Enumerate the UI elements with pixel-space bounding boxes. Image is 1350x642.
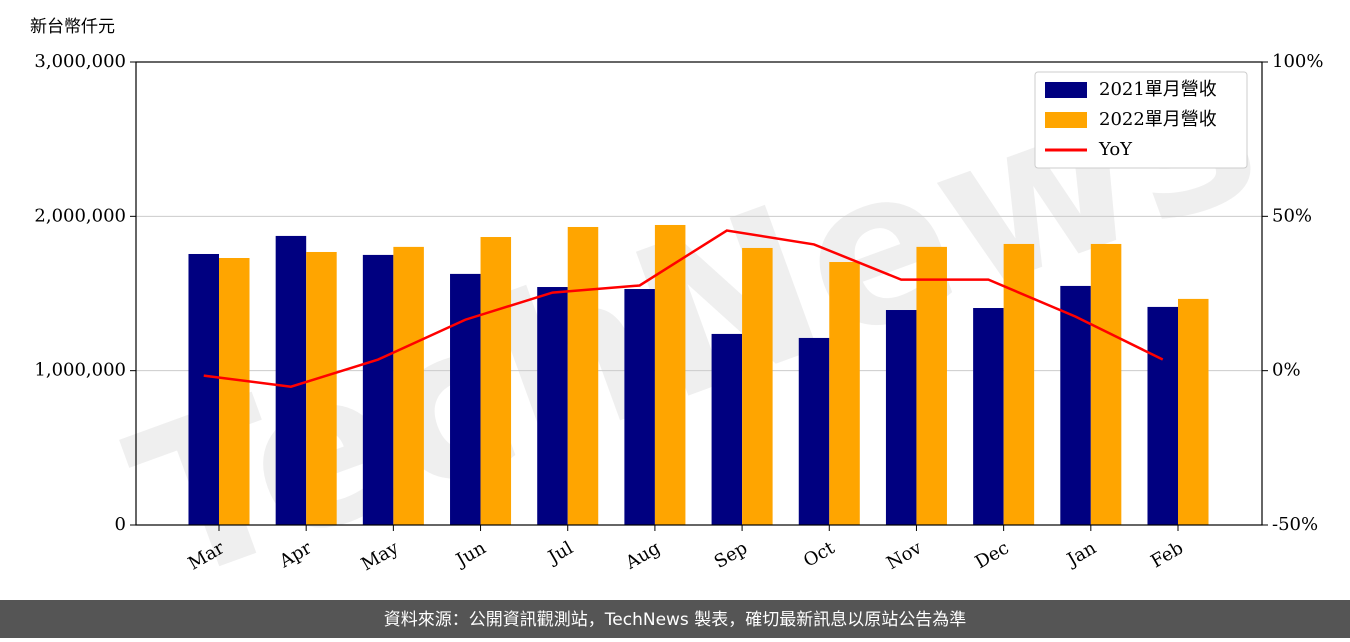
- y-tick-label: 3,000,000: [34, 51, 126, 72]
- bar: [916, 246, 947, 525]
- x-tick-label: Feb: [1147, 537, 1187, 572]
- bar: [885, 310, 917, 525]
- bar: [306, 251, 337, 526]
- y-tick-label: 0: [115, 514, 126, 535]
- y-axis-label: 新台幣仟元: [30, 17, 115, 37]
- bar: [624, 289, 655, 525]
- x-tick-label: Aug: [621, 537, 664, 574]
- legend-label: YoY: [1098, 139, 1133, 160]
- bar: [654, 224, 686, 525]
- bar: [275, 235, 307, 526]
- footer-band: [0, 600, 1350, 638]
- yoy-line: [203, 229, 1164, 388]
- y2-tick-label: 100%: [1272, 51, 1323, 72]
- x-tick-label: Sep: [711, 537, 751, 572]
- bar: [742, 247, 773, 525]
- bar: [798, 337, 830, 525]
- x-tick-label: Nov: [883, 537, 926, 574]
- bar: [829, 262, 860, 525]
- bar: [1060, 285, 1091, 525]
- bar: [188, 253, 219, 525]
- bar: [537, 287, 568, 525]
- legend-label: 2022單月營收: [1099, 109, 1217, 130]
- legend-label: 2021單月營收: [1099, 79, 1217, 100]
- y2-tick-label: 0%: [1272, 360, 1301, 381]
- y-tick-label: 1,000,000: [34, 360, 126, 381]
- x-tick-label: Jun: [451, 537, 490, 572]
- y-tick-label: 2,000,000: [34, 205, 126, 226]
- bar: [480, 237, 512, 525]
- bar: [567, 226, 599, 525]
- bar: [393, 246, 424, 525]
- bar: [450, 273, 481, 525]
- x-tick-label: Jan: [1062, 537, 1100, 571]
- bar: [1003, 243, 1035, 526]
- footer: 資料來源：公開資訊觀測站，TechNews 製表，確切最新訊息以原站公告為準: [384, 610, 966, 630]
- legend-swatch: [1045, 112, 1087, 128]
- y2-tick-label: -50%: [1272, 514, 1318, 535]
- bar: [711, 333, 743, 525]
- bar: [1178, 298, 1209, 525]
- legend-swatch: [1045, 82, 1087, 98]
- y2-tick-label: 50%: [1272, 205, 1312, 226]
- bar: [973, 308, 1004, 525]
- x-tick-label: Jul: [543, 537, 577, 569]
- x-tick-label: Oct: [800, 537, 839, 572]
- bar: [362, 254, 394, 525]
- bar: [1147, 306, 1178, 525]
- legend-box: [1034, 71, 1248, 169]
- bar: [1090, 243, 1122, 526]
- plot-frame: [135, 61, 1263, 526]
- bar: [219, 258, 250, 525]
- x-tick-label: Dec: [972, 537, 1013, 573]
